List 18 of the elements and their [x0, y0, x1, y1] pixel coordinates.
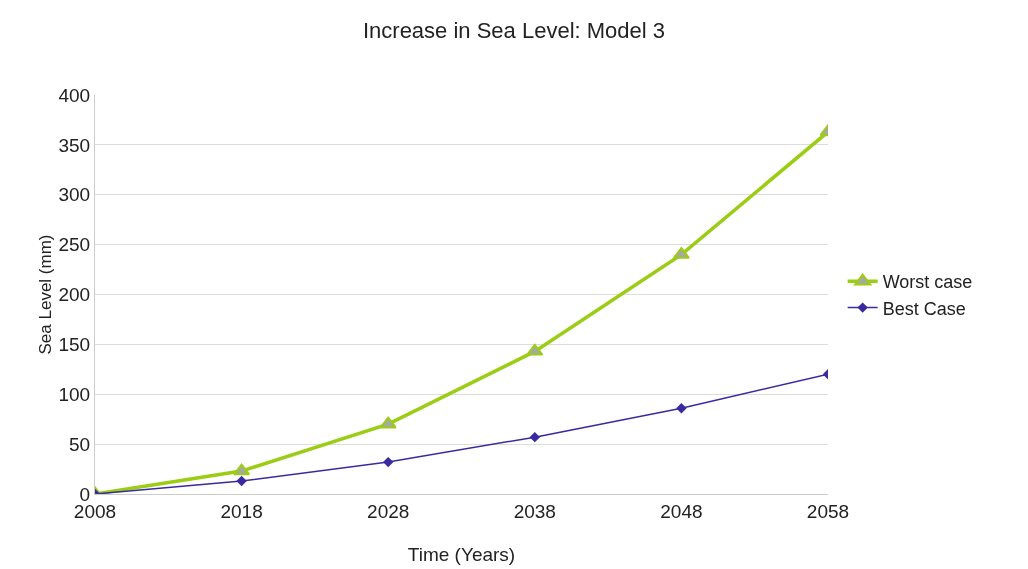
x-tick-label: 2018	[220, 500, 263, 522]
y-tick-label: 300	[58, 184, 91, 206]
y-tick-label: 100	[58, 383, 91, 405]
y-tick-label: 250	[58, 234, 91, 256]
x-tick-label: 2028	[367, 500, 410, 522]
y-tick-label: 150	[58, 334, 91, 356]
y-tick-label: 400	[58, 84, 91, 106]
legend-label: Best Case	[882, 298, 966, 319]
y-axis-title: Sea Level (mm)	[36, 234, 55, 355]
x-tick-label: 2048	[660, 500, 703, 522]
x-tick-label: 2058	[806, 500, 850, 522]
y-tick-label: 50	[69, 433, 91, 455]
legend-label: Worst case	[882, 272, 973, 293]
chart-title: Increase in Sea Level: Model 3	[362, 18, 666, 44]
y-tick-label: 350	[58, 134, 91, 156]
x-axis-title: Time (Years)	[407, 544, 516, 565]
y-tick-label: 200	[58, 284, 91, 306]
x-tick-label: 2038	[513, 500, 556, 522]
